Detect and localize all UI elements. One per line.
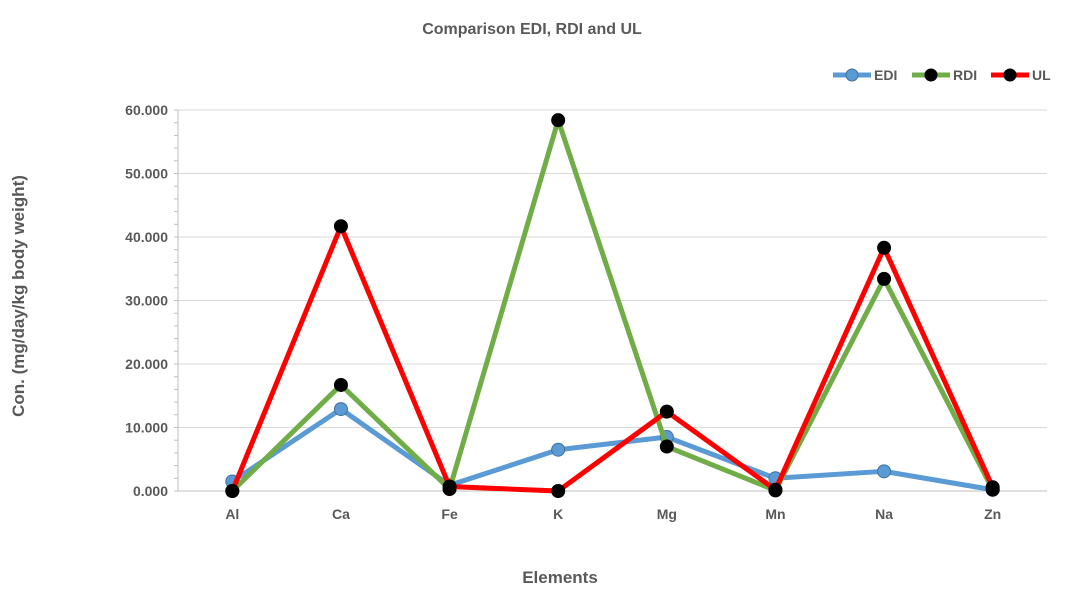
gridlines (178, 109, 1047, 428)
y-tick-label: 40.000 (125, 229, 168, 245)
y-tick-label: 50.000 (125, 166, 168, 182)
data-point (551, 484, 566, 498)
y-tick-label: 0.000 (133, 483, 168, 499)
legend-label: UL (1032, 67, 1051, 83)
x-tick-label: Zn (984, 506, 1001, 522)
data-point (659, 404, 674, 419)
series-group (225, 113, 1000, 498)
x-axis-title: Elements (522, 568, 598, 587)
data-point (985, 480, 1000, 495)
data-point (551, 113, 566, 128)
y-tick-label: 60.000 (125, 102, 168, 118)
data-point (877, 271, 892, 286)
legend-marker (924, 68, 938, 82)
series-line (229, 223, 996, 494)
series-line (229, 406, 996, 493)
legend-label: RDI (953, 67, 977, 83)
y-tick-labels: 0.000 10.000 20.000 30.000 40.000 50.000 60.00… (125, 102, 168, 499)
x-tick-label: Mn (765, 506, 785, 522)
y-tick-label: 20.000 (125, 356, 168, 372)
legend-label: EDI (874, 67, 897, 83)
y-axis-title: Con. (mg/day/kg body weight) (9, 175, 28, 417)
data-point (225, 484, 240, 498)
data-point (877, 464, 892, 479)
x-tick-label: Fe (441, 506, 458, 522)
legend-marker (845, 68, 859, 82)
x-tick-label: K (553, 506, 563, 522)
data-point (551, 442, 566, 457)
legend: EDI RDI UL (833, 67, 1051, 83)
legend-item-edi: EDI (833, 67, 897, 83)
data-point (333, 219, 348, 234)
y-tick-label: 10.000 (125, 420, 168, 436)
data-point (768, 482, 783, 497)
data-point (877, 240, 892, 255)
x-tick-labels: Al Ca Fe K Mg Mn Na Zn (225, 506, 1001, 522)
y-tick-label: 30.000 (125, 293, 168, 309)
series-rdi (225, 113, 1000, 498)
x-tick-label: Ca (332, 506, 350, 522)
data-point (659, 439, 674, 454)
x-tick-label: Mg (657, 506, 677, 522)
series-line (229, 117, 996, 494)
data-point (442, 479, 457, 494)
series-ul (225, 219, 1000, 498)
x-tick-label: Na (875, 506, 893, 522)
data-point (333, 377, 348, 392)
x-tick-label: Al (225, 506, 239, 522)
chart-title: Comparison EDI, RDI and UL (422, 21, 642, 38)
legend-marker (1003, 68, 1017, 82)
data-point (333, 402, 348, 417)
legend-item-rdi: RDI (912, 67, 977, 83)
legend-item-ul: UL (991, 67, 1051, 83)
axes (174, 109, 1047, 492)
